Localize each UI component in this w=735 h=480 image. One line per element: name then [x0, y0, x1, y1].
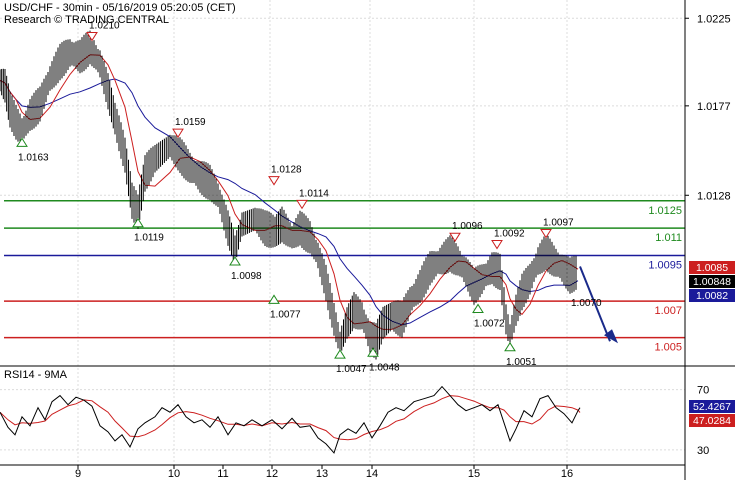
level-label: 1.0125	[648, 205, 682, 217]
resistance-label: 1.0128	[271, 165, 302, 176]
x-tick-label: 14	[366, 468, 378, 480]
price-badge-label: 1.0085	[696, 262, 728, 274]
x-tick-label: 9	[75, 468, 81, 480]
support-marker-icon	[268, 294, 280, 304]
price-badge-label: 1.0082	[696, 290, 728, 302]
rsi-tick-label: 70	[697, 385, 709, 397]
support-label: 1.0098	[231, 271, 262, 282]
price-badge-label: 1.00848	[693, 276, 731, 288]
level-label: 1.011	[655, 232, 682, 244]
price-badge	[689, 289, 735, 302]
forecast-arrow-head	[604, 329, 618, 344]
support-marker-icon	[472, 303, 484, 313]
support-marker-icon	[334, 349, 346, 359]
resistance-label: 1.0092	[494, 229, 525, 240]
support-marker-icon	[16, 137, 28, 147]
chart-title: USD/CHF - 30min - 05/16/2019 05:20:05 (C…	[4, 2, 236, 14]
support-marker-icon	[367, 347, 379, 357]
rsi-title: RSI14 - 9MA	[4, 369, 68, 381]
x-tick-label: 16	[561, 468, 573, 480]
x-tick-label: 12	[266, 468, 278, 480]
support-marker-icon	[229, 256, 241, 266]
resistance-marker-icon	[296, 199, 308, 210]
price-badge	[689, 261, 735, 274]
level-label: 1.005	[654, 342, 682, 354]
rsi-tick-label: 30	[697, 445, 709, 457]
resistance-label: 1.0210	[89, 20, 120, 31]
resistance-marker-icon	[268, 176, 280, 186]
price-tick-label: 1.0225	[697, 13, 731, 25]
resistance-marker-icon	[540, 229, 552, 239]
resistance-label: 1.0096	[452, 221, 483, 232]
resistance-marker-icon	[449, 232, 461, 243]
rsi-line	[0, 385, 581, 454]
support-label: 1.0077	[270, 309, 301, 320]
price-tick-label: 1.0177	[697, 101, 731, 113]
resistance-label: 1.0114	[299, 188, 329, 199]
level-label: 1.0095	[648, 260, 682, 272]
support-label: 1.0119	[134, 233, 164, 244]
levels-layer: 1.0125 1.011 1.0095 1.007 1.005	[4, 200, 685, 354]
support-label: 1.0051	[506, 357, 537, 368]
rsi-badge-label: 52.4267	[693, 401, 731, 413]
x-tick-label: 13	[316, 468, 328, 480]
support-marker-icon	[132, 217, 144, 228]
support-marker-icon	[504, 341, 516, 352]
price-tick-label: 1.0128	[697, 190, 731, 202]
grid-layer	[0, 0, 685, 465]
x-tick-label: 15	[468, 468, 480, 480]
chart-source: Research © TRADING CENTRAL	[4, 14, 169, 26]
price-badge	[689, 275, 735, 288]
series-layer	[0, 30, 618, 454]
forecast-arrow-line	[579, 266, 611, 342]
x-tick-label: 10	[168, 468, 180, 480]
level-label: 1.007	[654, 305, 682, 317]
resistance-label: 1.0097	[543, 218, 574, 229]
rsi-badge	[689, 400, 735, 413]
rsi-badge-label: 47.0284	[693, 415, 731, 427]
support-label: 1.0047	[336, 364, 367, 375]
resistance-marker-icon	[86, 31, 98, 42]
resistance-label: 1.0159	[175, 117, 206, 128]
forecast-target-label: 1.0070	[571, 298, 602, 309]
annotations-layer: 1.0210 1.0163 1.0159 1.0119 1.0128 1.0114 1.00…	[16, 20, 602, 375]
resistance-marker-icon	[172, 128, 184, 139]
rsi-badge	[689, 414, 735, 427]
support-label: 1.0048	[369, 362, 400, 373]
support-label: 1.0072	[474, 318, 505, 329]
x-tick-label: 11	[217, 468, 228, 480]
resistance-marker-icon	[491, 240, 503, 250]
support-label: 1.0163	[18, 152, 49, 163]
